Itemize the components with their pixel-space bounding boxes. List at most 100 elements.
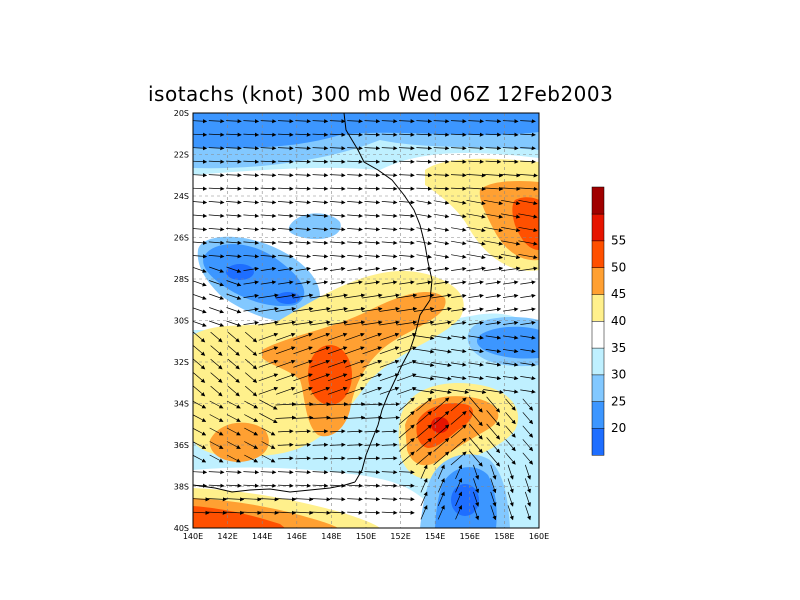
wind-vector-arrow: [209, 427, 224, 436]
wind-vector-arrow: [210, 385, 223, 397]
wind-vector-arrow: [347, 200, 363, 205]
wind-vector-arrow: [275, 320, 297, 326]
wind-vector-arrow: [502, 119, 519, 124]
wind-vector-arrow: [364, 510, 381, 515]
wind-vector-arrow: [243, 186, 260, 191]
wind-vector-arrow: [226, 227, 242, 232]
wind-vector-arrow: [193, 372, 206, 383]
map-plot-area: [193, 113, 539, 528]
wind-vector-arrow: [455, 504, 463, 520]
wind-vector-arrow: [277, 254, 294, 259]
wind-vector-arrow: [243, 173, 260, 178]
wind-vector-arrow: [437, 504, 445, 520]
wind-vector-arrow: [466, 199, 486, 206]
wind-vector-arrow: [381, 510, 398, 515]
wind-vector-arrow: [295, 132, 311, 137]
wind-vector-arrow: [347, 497, 363, 502]
wind-vector-arrow: [364, 227, 381, 232]
wind-vector-arrow: [312, 429, 329, 434]
lon-tick-label: 146E: [287, 532, 307, 541]
wind-vector-arrow: [310, 497, 331, 502]
wind-vector-arrow: [347, 483, 363, 488]
wind-vector-arrow: [502, 280, 519, 285]
wind-vector-arrow: [227, 372, 240, 383]
wind-vector-arrow: [295, 146, 311, 151]
wind-vector-arrow: [312, 266, 329, 271]
wind-vector-arrow: [210, 345, 223, 356]
wind-vector-arrow: [347, 429, 363, 434]
wind-vector-arrow: [361, 415, 383, 420]
wind-vector-arrow: [524, 464, 531, 480]
wind-vector-arrow: [258, 386, 279, 395]
wind-vector-arrow: [226, 254, 242, 259]
lon-tick-label: 158E: [494, 532, 514, 541]
wind-vector-arrow: [208, 200, 225, 205]
wind-vector-arrow: [433, 280, 450, 285]
wind-vector-arrow: [209, 307, 225, 314]
wind-vector-arrow: [292, 497, 314, 502]
wind-vector-arrow: [329, 132, 346, 137]
wind-vector-arrow: [329, 483, 346, 488]
wind-vector-arrow: [364, 173, 381, 178]
wind-vector-arrow: [502, 335, 519, 340]
colorbar-swatch: [591, 374, 605, 402]
wind-vector-arrow: [431, 293, 452, 299]
wind-vector-arrow: [293, 346, 313, 355]
wind-vector-arrow: [437, 491, 445, 507]
wind-vector-arrow: [399, 132, 415, 137]
wind-vector-arrow: [520, 159, 536, 164]
wind-vector-arrow: [485, 132, 502, 137]
wind-vector-arrow: [260, 240, 277, 245]
wind-vector-arrow: [347, 173, 363, 178]
wind-vector-arrow: [361, 402, 383, 407]
wind-vector-arrow: [502, 293, 519, 298]
lat-tick-label: 36S: [174, 441, 189, 450]
wind-vector-arrow: [397, 386, 417, 395]
wind-vector-arrow: [243, 266, 259, 271]
wind-vector-arrow: [413, 335, 435, 341]
wind-vector-arrow: [398, 451, 415, 466]
wind-vector-arrow: [502, 362, 519, 367]
wind-vector-arrow: [501, 226, 521, 233]
wind-vector-arrow: [450, 159, 467, 164]
wind-vector-arrow: [483, 240, 504, 246]
wind-vector-arrow: [277, 470, 294, 475]
wind-vector-arrow: [244, 441, 259, 449]
wind-vector-arrow: [227, 358, 240, 370]
wind-vector-arrow: [379, 359, 400, 368]
wind-vector-arrow: [208, 227, 225, 232]
wind-vector-arrow: [243, 320, 259, 325]
wind-vector-arrow: [312, 119, 329, 124]
wind-vector-arrow: [451, 362, 467, 367]
wind-vector-arrow: [416, 146, 433, 151]
wind-vector-arrow: [345, 373, 365, 382]
wind-vector-arrow: [483, 253, 504, 260]
wind-vector-arrow: [416, 200, 432, 205]
wind-vector-arrow: [258, 497, 279, 502]
wind-vector-arrow: [420, 477, 428, 493]
wind-vector-arrow: [347, 266, 363, 271]
wind-vector-arrow: [362, 306, 383, 312]
wind-vector-arrow: [451, 335, 467, 340]
wind-vector-arrow: [226, 441, 241, 449]
wind-vector-arrow: [433, 159, 450, 164]
wind-vector-arrow: [327, 402, 349, 407]
wind-vector-arrow: [226, 173, 242, 178]
wind-vector-arrow: [344, 306, 366, 312]
wind-vector-arrow: [485, 119, 502, 124]
lon-tick-label: 154E: [425, 532, 445, 541]
wind-vector-arrow: [416, 119, 433, 124]
lon-tick-label: 160E: [529, 532, 549, 541]
wind-vector-arrow: [520, 307, 536, 312]
wind-vector-arrow: [327, 346, 348, 355]
wind-vector-arrow: [244, 385, 258, 397]
wind-vector-arrow: [399, 159, 415, 164]
wind-vector-arrow: [364, 159, 381, 164]
wind-vector-arrow: [312, 200, 329, 205]
wind-vector-arrow: [347, 442, 363, 447]
wind-vector-arrow: [502, 320, 519, 325]
wind-vector-arrow: [520, 293, 536, 298]
wind-vector-arrow: [468, 159, 484, 164]
wind-vector-arrow: [347, 119, 363, 124]
wind-vector-arrow: [455, 464, 463, 480]
